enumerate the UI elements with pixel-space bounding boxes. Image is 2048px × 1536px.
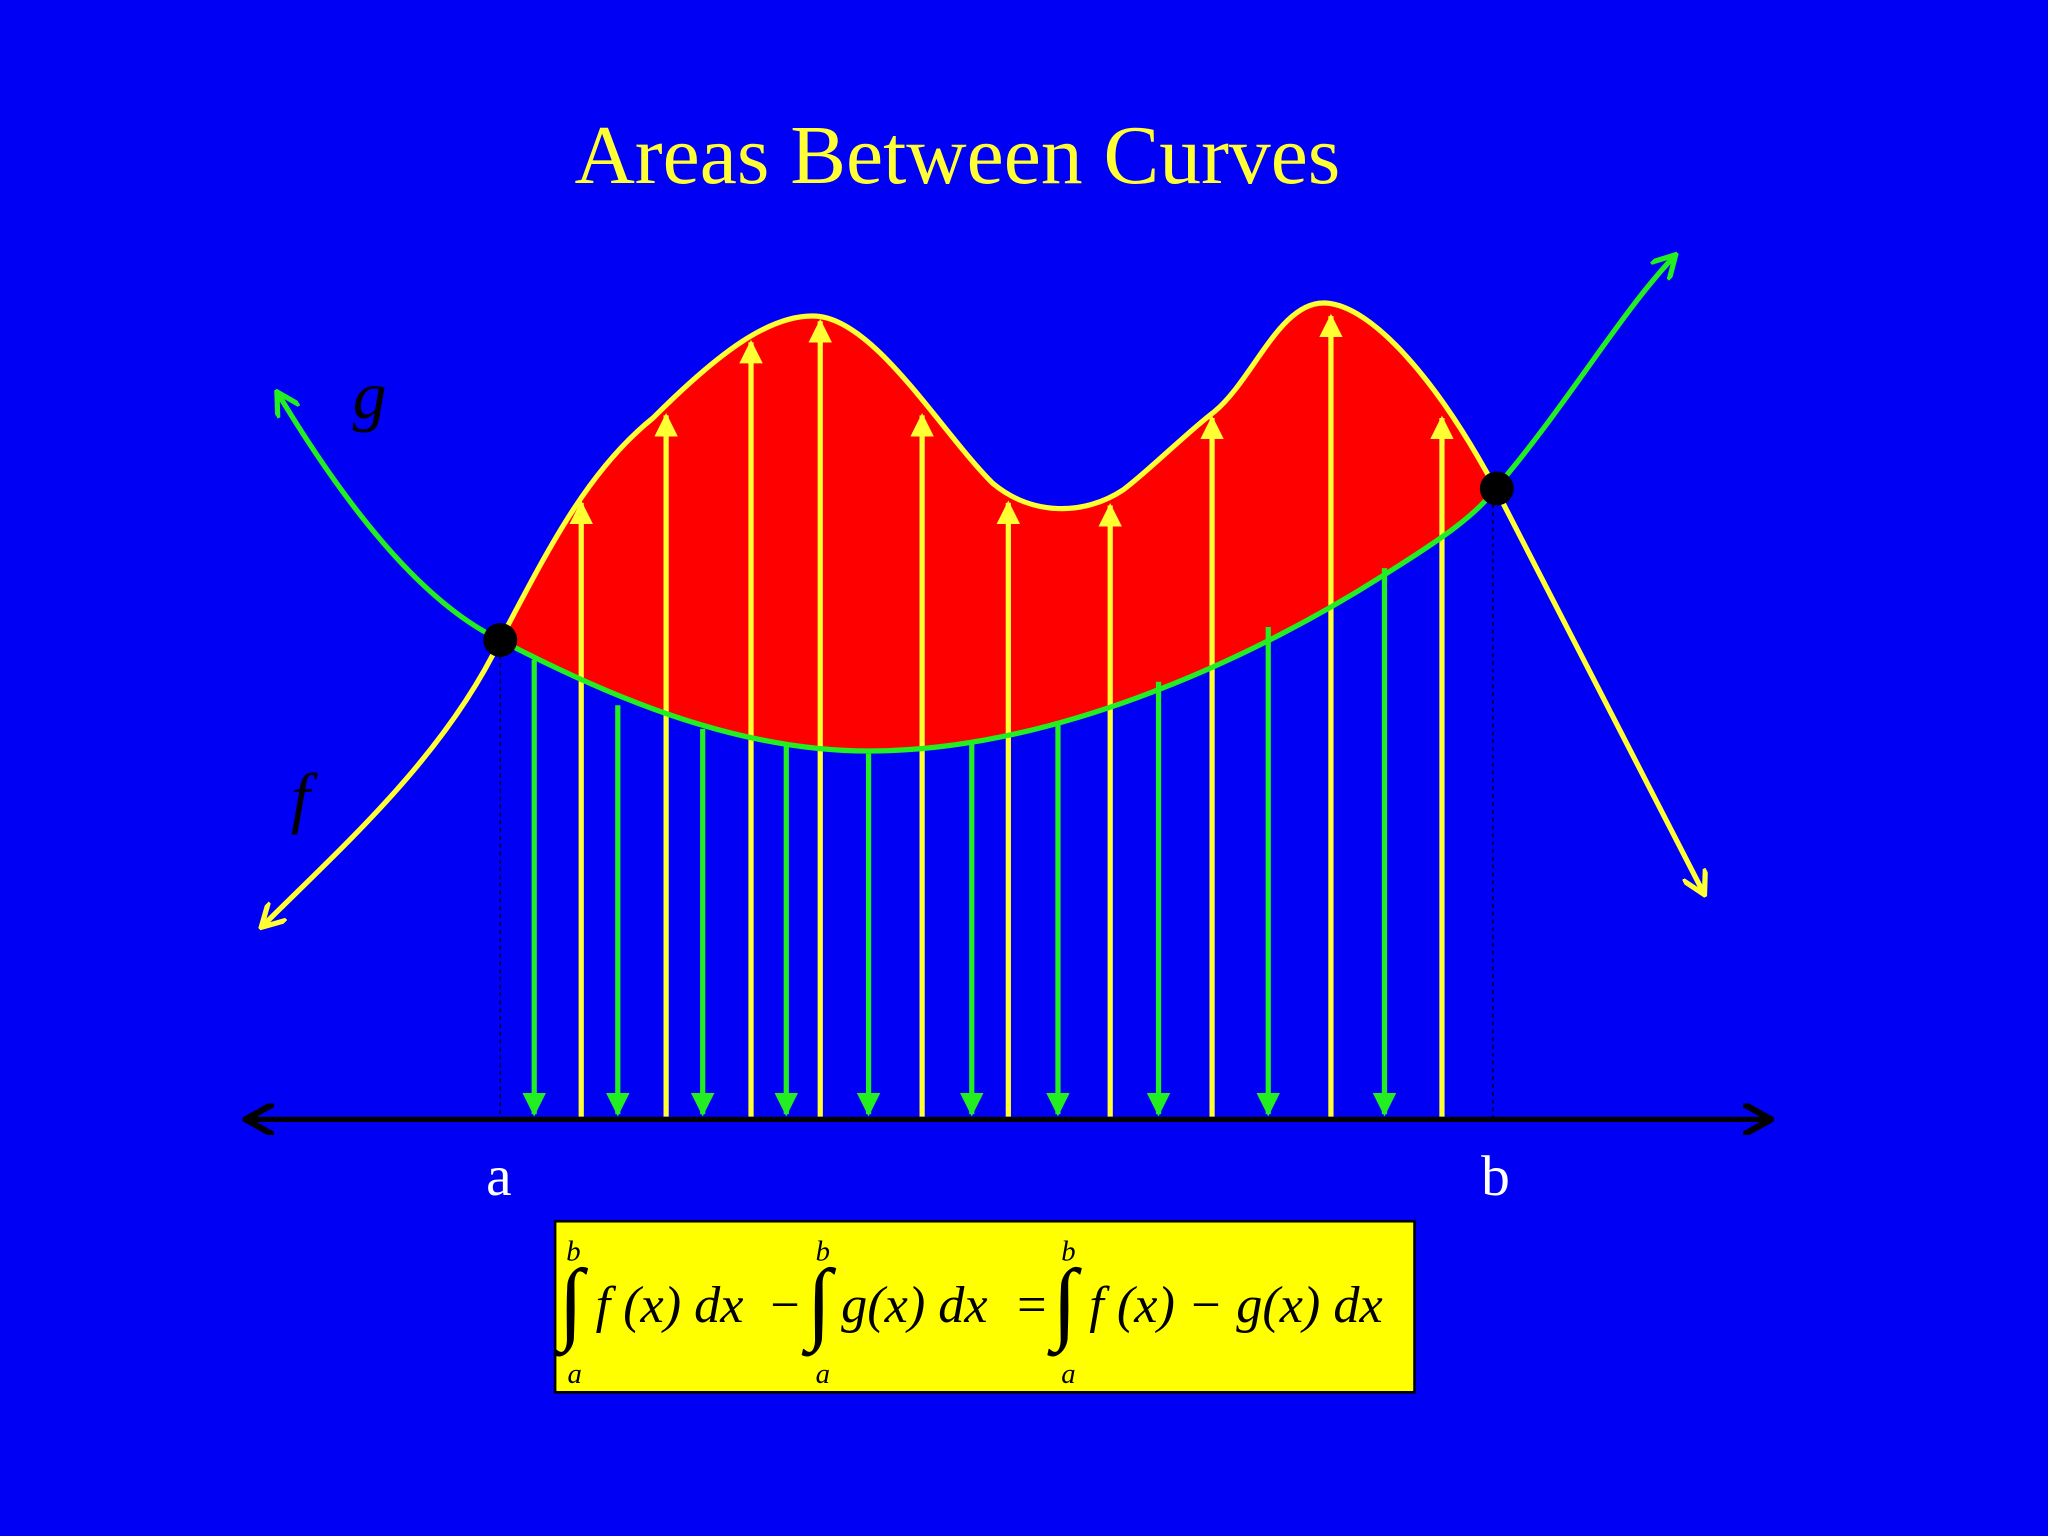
- intersection-point: [1479, 471, 1514, 506]
- integrand: g(x) dx: [841, 1276, 987, 1334]
- integral-sign: ∫: [1047, 1251, 1082, 1357]
- upper-limit: b: [816, 1235, 830, 1267]
- lower-limit: a: [816, 1358, 830, 1390]
- riemann-arrows: [522, 313, 1454, 1117]
- curve-label-g: g: [353, 357, 387, 433]
- operator: −: [770, 1276, 799, 1334]
- integral-sign: ∫: [801, 1251, 836, 1357]
- bound-label-b: b: [1481, 1145, 1510, 1208]
- intersection-point: [483, 623, 518, 657]
- lower-limit: a: [1061, 1358, 1075, 1390]
- operator: =: [1017, 1276, 1046, 1334]
- integrand: f (x) − g(x) dx: [1089, 1276, 1382, 1334]
- formula-background: [553, 1219, 1416, 1394]
- integrand: f (x) dx: [596, 1276, 744, 1334]
- title: Areas Between Curves: [574, 110, 1340, 202]
- lower-limit: a: [568, 1358, 582, 1390]
- upper-limit: b: [1061, 1235, 1075, 1267]
- upper-limit: b: [566, 1235, 580, 1267]
- formula-box: ∫ b a f (x) dx − ∫ b a g(x) dx = ∫ b a f…: [553, 1219, 1416, 1394]
- bound-label-a: a: [486, 1145, 512, 1208]
- curve-g: [277, 255, 1676, 754]
- integral-sign: ∫: [553, 1251, 588, 1357]
